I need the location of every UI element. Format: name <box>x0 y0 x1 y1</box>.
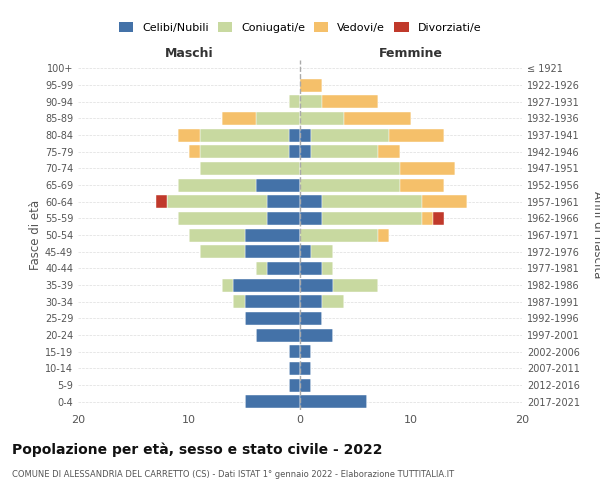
Bar <box>245 295 300 308</box>
Text: Femmine: Femmine <box>379 47 443 60</box>
Bar <box>178 128 200 141</box>
Bar <box>311 128 389 141</box>
Y-axis label: Fasce di età: Fasce di età <box>29 200 42 270</box>
Bar <box>156 195 167 208</box>
Bar <box>322 95 378 108</box>
Bar <box>322 295 344 308</box>
Bar <box>200 245 245 258</box>
Text: Maschi: Maschi <box>164 47 214 60</box>
Bar <box>245 245 300 258</box>
Bar <box>422 195 467 208</box>
Legend: Celibi/Nubili, Coniugati/e, Vedovi/e, Divorziati/e: Celibi/Nubili, Coniugati/e, Vedovi/e, Di… <box>117 20 483 36</box>
Bar <box>311 245 334 258</box>
Bar <box>300 145 311 158</box>
Bar <box>322 262 334 275</box>
Bar <box>267 262 300 275</box>
Bar <box>167 195 267 208</box>
Bar <box>300 212 322 225</box>
Bar <box>378 228 389 241</box>
Bar <box>245 395 300 408</box>
Bar <box>178 178 256 192</box>
Bar <box>233 295 245 308</box>
Bar <box>300 328 334 342</box>
Bar <box>422 212 433 225</box>
Bar <box>300 95 322 108</box>
Bar <box>300 362 311 375</box>
Bar <box>245 228 300 241</box>
Bar <box>289 362 300 375</box>
Bar <box>300 195 322 208</box>
Bar <box>300 378 311 392</box>
Bar <box>300 162 400 175</box>
Bar <box>189 228 245 241</box>
Bar <box>200 128 289 141</box>
Bar <box>300 278 334 291</box>
Bar <box>311 145 378 158</box>
Bar <box>322 195 422 208</box>
Bar <box>300 128 311 141</box>
Bar <box>245 312 300 325</box>
Bar <box>300 178 400 192</box>
Bar <box>200 162 300 175</box>
Y-axis label: Anni di nascita: Anni di nascita <box>591 192 600 278</box>
Bar <box>289 128 300 141</box>
Bar <box>289 345 300 358</box>
Bar <box>334 278 378 291</box>
Bar <box>433 212 445 225</box>
Bar <box>289 145 300 158</box>
Bar <box>400 178 445 192</box>
Text: COMUNE DI ALESSANDRIA DEL CARRETTO (CS) - Dati ISTAT 1° gennaio 2022 - Elaborazi: COMUNE DI ALESSANDRIA DEL CARRETTO (CS) … <box>12 470 454 479</box>
Bar <box>289 95 300 108</box>
Text: Popolazione per età, sesso e stato civile - 2022: Popolazione per età, sesso e stato civil… <box>12 442 383 457</box>
Bar <box>267 195 300 208</box>
Bar <box>178 212 267 225</box>
Bar <box>300 295 322 308</box>
Bar <box>233 278 300 291</box>
Bar <box>300 395 367 408</box>
Bar <box>189 145 200 158</box>
Bar <box>256 178 300 192</box>
Bar <box>223 278 233 291</box>
Bar <box>300 312 322 325</box>
Bar <box>300 345 311 358</box>
Bar <box>400 162 455 175</box>
Bar <box>300 245 311 258</box>
Bar <box>256 328 300 342</box>
Bar <box>267 212 300 225</box>
Bar <box>256 112 300 125</box>
Bar <box>344 112 411 125</box>
Bar <box>300 112 344 125</box>
Bar <box>300 228 378 241</box>
Bar <box>389 128 445 141</box>
Bar <box>256 262 267 275</box>
Bar <box>200 145 289 158</box>
Bar <box>289 378 300 392</box>
Bar <box>378 145 400 158</box>
Bar <box>300 262 322 275</box>
Bar <box>300 78 322 92</box>
Bar <box>322 212 422 225</box>
Bar <box>223 112 256 125</box>
